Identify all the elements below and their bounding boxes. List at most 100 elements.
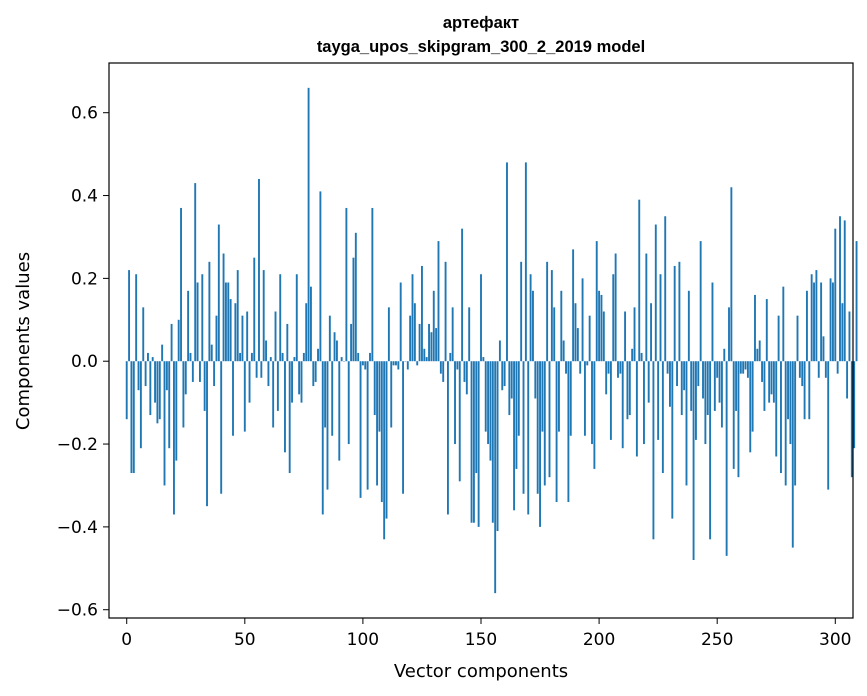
bar: [387, 307, 390, 362]
bar: [777, 315, 780, 362]
bar: [643, 361, 645, 445]
bar: [350, 323, 353, 362]
bar: [796, 315, 799, 362]
bar: [399, 282, 402, 362]
bar: [697, 361, 700, 387]
bar: [685, 361, 688, 486]
bar: [628, 361, 631, 416]
bar: [137, 361, 140, 391]
bar: [300, 361, 303, 403]
bar: [671, 361, 674, 519]
bar: [364, 361, 367, 370]
bar: [446, 361, 449, 515]
bar: [694, 361, 697, 440]
bar: [173, 361, 175, 515]
bar: [855, 241, 858, 362]
bar: [359, 361, 362, 498]
bar: [177, 319, 180, 362]
bar: [678, 261, 681, 362]
bar: [413, 303, 416, 362]
bar: [208, 261, 211, 362]
bar: [791, 361, 794, 548]
bar: [442, 361, 445, 382]
bar: [709, 361, 712, 540]
bar: [295, 274, 298, 362]
bar: [465, 361, 468, 395]
bar: [541, 361, 544, 432]
bar: [626, 361, 629, 420]
bar: [621, 361, 624, 449]
bar: [583, 361, 586, 436]
y-axis-label: Components values: [13, 252, 34, 430]
bar: [468, 307, 471, 362]
bar: [853, 361, 856, 449]
bar: [772, 361, 775, 403]
bar: [751, 361, 754, 432]
bar: [369, 352, 371, 362]
bar: [817, 361, 820, 378]
y-tick-label: 0.0: [71, 352, 98, 372]
bar: [560, 290, 563, 362]
bar: [326, 361, 329, 490]
bar: [222, 253, 225, 362]
bar: [321, 361, 324, 515]
bar: [378, 361, 381, 432]
bar: [532, 290, 534, 362]
bar: [253, 257, 256, 362]
bar: [376, 361, 379, 486]
bar: [676, 361, 678, 387]
bar: [829, 278, 832, 362]
x-axis-label: Vector components: [394, 661, 568, 682]
bar: [298, 361, 301, 395]
bar: [142, 307, 145, 362]
bar: [456, 361, 459, 370]
bar: [716, 361, 719, 378]
bar: [451, 307, 454, 362]
bar: [666, 361, 669, 374]
bar: [484, 361, 487, 432]
bar: [562, 340, 565, 362]
bar: [605, 361, 608, 395]
bar: [820, 282, 823, 362]
bar: [728, 307, 730, 362]
bar: [650, 303, 652, 362]
bar: [151, 357, 154, 362]
bar: [397, 361, 400, 370]
bar: [191, 361, 194, 382]
bar: [236, 270, 239, 362]
bar: [373, 361, 376, 416]
bar: [739, 361, 742, 374]
bar: [579, 361, 582, 374]
bar: [139, 361, 142, 449]
bar: [498, 340, 501, 362]
bar: [567, 361, 570, 503]
bar: [699, 241, 702, 362]
bar: [477, 361, 480, 527]
bar: [286, 323, 289, 362]
bar: [824, 361, 827, 378]
bar: [338, 361, 341, 461]
bar: [808, 361, 811, 420]
bar: [711, 282, 714, 362]
bar-series: [125, 87, 858, 594]
bar: [470, 361, 473, 523]
bar: [503, 361, 506, 387]
y-tick-label: 0.6: [71, 104, 98, 124]
bar: [411, 274, 414, 362]
bar: [210, 344, 213, 362]
bar: [713, 361, 716, 411]
bar: [267, 361, 270, 387]
bar: [475, 361, 478, 474]
bar: [198, 361, 201, 382]
bar: [718, 361, 721, 403]
bar: [768, 361, 771, 403]
bar: [657, 361, 660, 440]
bar: [496, 361, 499, 532]
bar: [265, 340, 268, 362]
bar: [276, 361, 279, 411]
bar: [189, 352, 192, 362]
bar: [284, 361, 286, 453]
bar: [154, 361, 156, 403]
bar: [347, 361, 350, 445]
